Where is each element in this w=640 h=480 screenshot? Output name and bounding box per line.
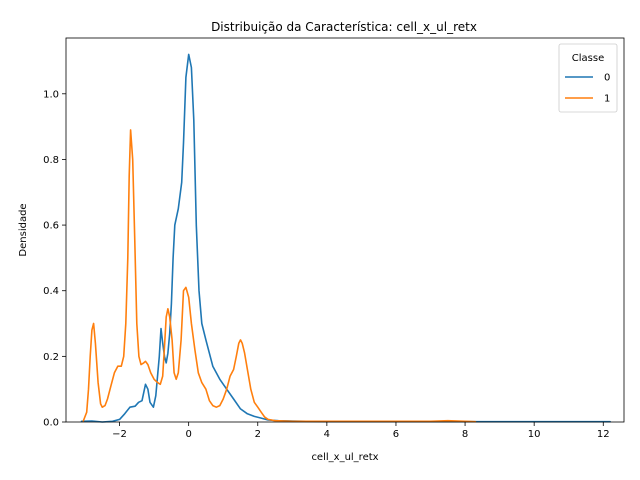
y-axis-label: Densidade — [18, 203, 29, 256]
x-tick-label: 6 — [393, 429, 399, 440]
legend-label-0: 0 — [604, 73, 610, 84]
legend-label-1: 1 — [604, 94, 610, 105]
x-tick-label: 0 — [185, 429, 191, 440]
x-tick-label: 4 — [324, 429, 330, 440]
y-tick-label: 0.8 — [43, 155, 59, 166]
series-line-1 — [82, 129, 477, 423]
y-tick-label: 0.6 — [43, 221, 59, 232]
x-tick-label: 12 — [597, 429, 610, 440]
x-tick-label: 8 — [462, 429, 468, 440]
axes-frame — [65, 37, 625, 423]
chart-title: Distribuição da Característica: cell_x_u… — [211, 20, 477, 34]
y-tick-label: 0.4 — [43, 286, 59, 297]
series-line-0 — [80, 53, 611, 423]
legend-box — [558, 43, 618, 113]
legend: Classe 0 1 — [558, 43, 618, 113]
x-axis-ticks: −2 0 2 4 6 8 10 12 — [112, 422, 610, 440]
x-axis-label: cell_x_ul_retx — [311, 452, 378, 463]
y-tick-label: 1.0 — [43, 89, 59, 100]
x-tick-label: 2 — [255, 429, 261, 440]
y-tick-label: 0.0 — [43, 418, 59, 429]
legend-title: Classe — [572, 53, 604, 64]
x-tick-label: −2 — [112, 429, 127, 440]
y-axis-ticks: 0.0 0.2 0.4 0.6 0.8 1.0 — [43, 89, 66, 429]
y-tick-label: 0.2 — [43, 352, 59, 363]
plot-area — [80, 53, 611, 423]
x-tick-label: 10 — [528, 429, 541, 440]
